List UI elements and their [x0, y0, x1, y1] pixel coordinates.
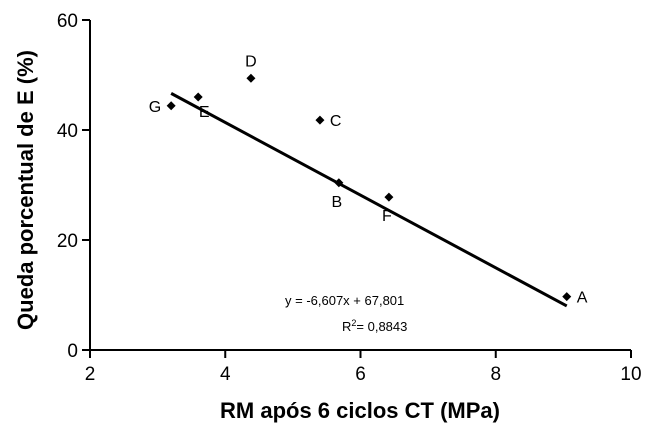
y-tick-label: 60 [57, 11, 78, 32]
data-points [166, 73, 572, 302]
point-labels: A B C D E F G [149, 53, 588, 306]
r-squared-value: = 0,8843 [356, 319, 407, 334]
x-axis-title: RM após 6 ciclos CT (MPa) [220, 398, 500, 423]
r-squared-prefix: R [342, 319, 351, 334]
r-squared-annotation: R2= 0,8843 [342, 318, 407, 334]
trendline [170, 92, 568, 308]
data-point-a [562, 292, 572, 302]
x-tick-label: 4 [220, 364, 231, 385]
point-label-b: B [332, 194, 343, 211]
data-point-b [334, 178, 344, 188]
data-point-d [246, 73, 256, 83]
r-squared-superscript: 2 [351, 318, 356, 328]
equation-annotation: y = -6,607x + 67,801 [285, 293, 404, 308]
point-label-d: D [245, 53, 257, 70]
point-label-e: E [199, 104, 210, 121]
data-point-g [166, 101, 176, 111]
point-label-f: F [382, 208, 392, 225]
y-tick-label: 0 [67, 341, 78, 362]
x-tick-label: 8 [490, 364, 501, 385]
point-label-a: A [577, 290, 588, 307]
data-point-f [384, 192, 394, 202]
y-tick-label: 40 [57, 121, 78, 142]
point-label-c: C [330, 113, 342, 130]
point-label-g: G [149, 99, 161, 116]
y-axis-title: Queda porcentual de E (%) [13, 50, 38, 330]
data-point-e [193, 92, 203, 102]
trendline-group [170, 92, 568, 308]
axes: 0 20 40 60 2 4 6 8 10 [57, 11, 642, 385]
x-tick-label: 10 [620, 364, 641, 385]
y-tick-label: 20 [57, 231, 78, 252]
x-tick-label: 6 [355, 364, 366, 385]
x-tick-label: 2 [85, 364, 96, 385]
data-point-c [315, 115, 325, 125]
